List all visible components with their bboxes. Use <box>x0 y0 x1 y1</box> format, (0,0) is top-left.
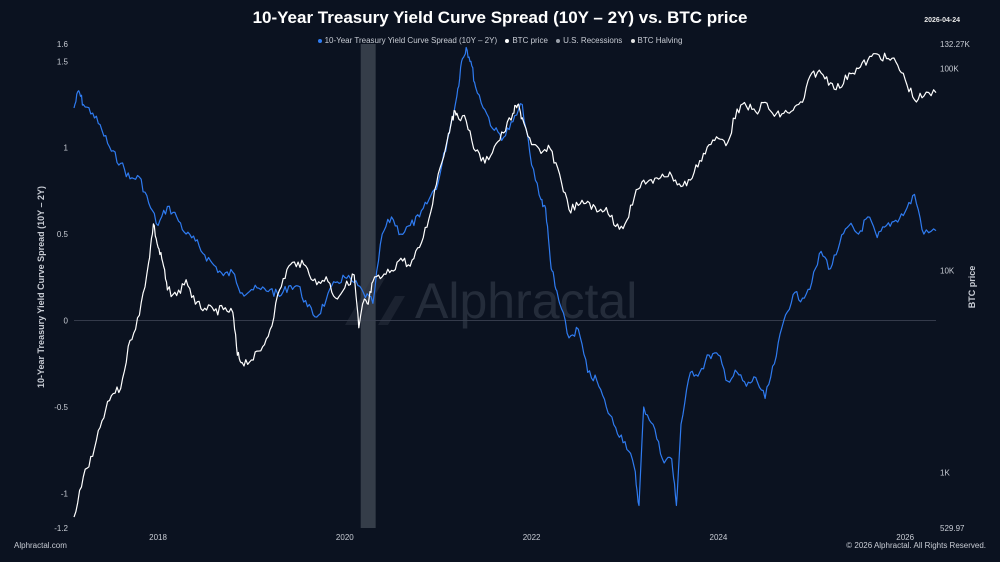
y-tick-left: 1.5 <box>57 57 69 66</box>
y-tick-right: 529.97 <box>940 524 965 533</box>
btc-price-series-line <box>73 52 937 518</box>
legend-marker-spread <box>317 38 322 43</box>
legend-marker-halving <box>630 38 635 43</box>
x-tick: 2018 <box>149 533 167 542</box>
legend-marker-recessions <box>556 38 561 43</box>
x-tick: 2024 <box>710 533 728 542</box>
y-axis-label-right: BTC price <box>967 266 977 309</box>
legend-marker-btc <box>505 38 510 43</box>
x-tick: 2026 <box>896 533 914 542</box>
y-tick-left: -0.5 <box>54 403 68 412</box>
x-tick: 2020 <box>336 533 354 542</box>
y-tick-left: 0.5 <box>57 230 69 239</box>
legend-label-recessions: U.S. Recessions <box>563 36 623 45</box>
y-tick-right: 1K <box>940 468 950 477</box>
date-label: 2026-04-24 <box>924 17 960 24</box>
y-axis-label-left: 10-Year Treasury Yield Curve Spread (10Y… <box>36 186 46 388</box>
legend-label-spread: 10-Year Treasury Yield Curve Spread (10Y… <box>324 36 498 45</box>
y-tick-right: 10K <box>940 266 955 275</box>
y-tick-left: -1.2 <box>54 524 68 533</box>
footer-site: Alphractal.com <box>14 541 67 550</box>
x-tick: 2022 <box>523 533 541 542</box>
legend-item-recessions[interactable]: U.S. Recessions <box>556 36 622 45</box>
y-tick-left: 1.6 <box>57 40 69 49</box>
legend-item-spread[interactable]: 10-Year Treasury Yield Curve Spread (10Y… <box>317 36 498 45</box>
legend-label-halving: BTC Halving <box>637 36 683 45</box>
y-tick-right: 132.27K <box>940 40 970 49</box>
watermark-text: Alphractal <box>415 273 637 329</box>
legend: 10-Year Treasury Yield Curve Spread (10Y… <box>0 36 1000 45</box>
legend-label-btc: BTC price <box>512 36 548 45</box>
y-tick-left: 1 <box>64 144 69 153</box>
chart-title: 10-Year Treasury Yield Curve Spread (10Y… <box>252 8 748 27</box>
legend-item-btc[interactable]: BTC price <box>505 36 548 45</box>
y-tick-left: 0 <box>64 317 69 326</box>
y-tick-right: 100K <box>940 65 959 74</box>
legend-item-halving[interactable]: BTC Halving <box>630 36 683 45</box>
footer-copyright: © 2026 Alphractal. All Rights Reserved. <box>846 541 986 550</box>
spread-series-line <box>73 46 937 507</box>
y-tick-left: -1 <box>61 489 69 498</box>
